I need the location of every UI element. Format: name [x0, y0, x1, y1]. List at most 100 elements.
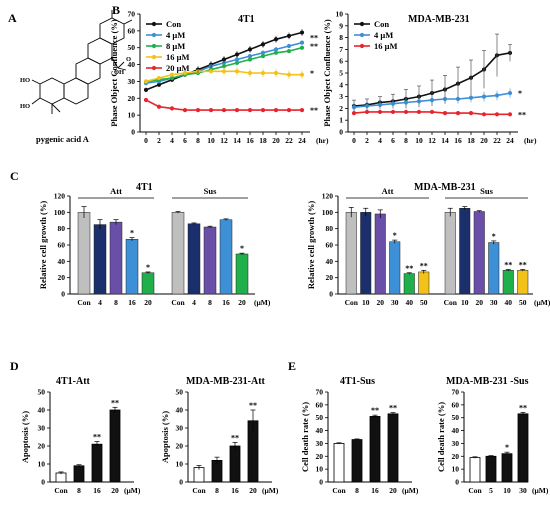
y-tick-label: 0 — [329, 290, 333, 299]
x-unit-label: (μM) — [262, 486, 279, 495]
y-tick-label: 10 — [38, 460, 46, 469]
data-point — [208, 107, 214, 113]
bar — [444, 212, 456, 295]
group-label: Sus — [480, 186, 493, 196]
y-tick-label: 2 — [339, 104, 343, 113]
data-point — [364, 109, 370, 115]
data-point — [455, 111, 461, 116]
significance-star: ** — [111, 398, 119, 407]
significance-star: ** — [389, 404, 397, 413]
data-point — [234, 107, 240, 113]
chart-title: 4T1 — [136, 182, 153, 193]
legend-marker — [359, 21, 365, 27]
bar — [77, 212, 91, 295]
legend-label: 8 μM — [166, 41, 185, 51]
panel-label-a: A — [8, 11, 17, 25]
data-point — [286, 48, 292, 54]
bar — [387, 413, 399, 483]
group-label: Sus — [204, 186, 217, 196]
y-tick-label: 40 — [452, 426, 460, 435]
x-unit-label: (μM) — [124, 486, 141, 495]
data-point — [286, 43, 292, 49]
significance-star: ** — [405, 264, 413, 273]
y-tick-label: 50 — [452, 413, 460, 422]
x-tick-label: Con — [171, 298, 185, 307]
y-tick-label: 50 — [38, 388, 46, 397]
legend-marker — [151, 65, 157, 71]
panel-label-e: E — [288, 359, 296, 373]
data-point — [299, 45, 305, 50]
x-tick-label: Con — [468, 486, 482, 495]
x-tick-label: Con — [77, 298, 91, 307]
data-point — [143, 87, 149, 92]
x-tick-label: 16 — [231, 486, 239, 495]
y-tick-label: 0 — [319, 478, 323, 487]
data-point — [260, 50, 266, 55]
data-point — [156, 75, 162, 81]
x-tick-label: 0 — [352, 136, 356, 145]
svg-text:HO: HO — [20, 103, 30, 110]
data-point — [169, 72, 175, 77]
data-point — [156, 82, 162, 87]
y-axis-label: Phase Object Confluence (%) — [109, 19, 119, 127]
data-point — [351, 111, 357, 116]
legend-marker — [359, 32, 365, 38]
legend-label: 16 μM — [166, 52, 189, 62]
panel-label-c: C — [10, 169, 19, 183]
bar — [488, 242, 500, 295]
significance-star: * — [310, 69, 314, 78]
y-tick-label: 100 — [54, 208, 66, 217]
y-tick-label: 40 — [58, 257, 66, 266]
y-tick-label: 30 — [176, 424, 184, 433]
y-tick-label: 60 — [452, 400, 460, 409]
x-tick-label: 20 — [238, 298, 246, 307]
y-tick-label: 0 — [455, 478, 459, 487]
y-tick-label: 6 — [339, 57, 343, 66]
y-tick-label: 4 — [339, 80, 343, 89]
x-tick-label: 4 — [170, 136, 174, 145]
y-tick-label: 20 — [452, 452, 460, 461]
x-tick-label: 4 — [378, 136, 382, 145]
x-tick-label: 8 — [404, 136, 408, 145]
y-tick-label: 1 — [339, 116, 343, 125]
x-unit-label: (hr) — [524, 136, 537, 145]
x-tick-label: 20 — [144, 298, 152, 307]
panel-label-b: B — [112, 3, 120, 17]
y-tick-label: 10 — [128, 111, 136, 120]
y-tick-label: 20 — [316, 452, 324, 461]
bar — [55, 472, 67, 483]
x-tick-label: Con — [54, 486, 68, 495]
bar — [187, 223, 201, 295]
y-tick-label: 50 — [128, 43, 136, 52]
x-tick-label: 20 — [111, 486, 119, 495]
x-unit-label: (μM) — [402, 486, 419, 495]
bar — [235, 253, 249, 295]
chart-C2: 0 20 40 60 80 100 120 Relative cell growth (%) M… — [306, 182, 550, 307]
molecule-name: pygenic acid A — [36, 134, 90, 144]
x-tick-label: 8 — [196, 136, 200, 145]
data-point — [403, 109, 409, 115]
significance-star: ** — [310, 42, 318, 51]
legend-label: 4 μM — [166, 30, 185, 40]
y-tick-label: 10 — [336, 10, 344, 19]
x-tick-label: 16 — [454, 136, 462, 145]
data-point — [468, 111, 474, 116]
legend-label: 4 μM — [374, 30, 393, 40]
significance-star: * — [240, 244, 244, 253]
x-unit-label: (μM) — [532, 486, 549, 495]
x-tick-label: 10 — [415, 136, 423, 145]
bar — [333, 443, 345, 483]
chart-title: 4T1-Att — [56, 376, 91, 387]
chart-title: MDA-MB-231 -Sus — [446, 376, 529, 387]
data-point — [208, 69, 214, 74]
y-tick-label: 70 — [128, 10, 136, 19]
data-point — [156, 104, 162, 109]
x-tick-label: 20 — [249, 486, 257, 495]
significance-star: * — [518, 89, 522, 98]
data-point — [221, 60, 227, 65]
data-point — [507, 112, 513, 117]
bar — [517, 413, 529, 483]
significance-star: * — [505, 443, 509, 452]
svg-text:OH: OH — [114, 69, 124, 76]
y-axis-label: Apoptosis (%) — [160, 411, 170, 463]
